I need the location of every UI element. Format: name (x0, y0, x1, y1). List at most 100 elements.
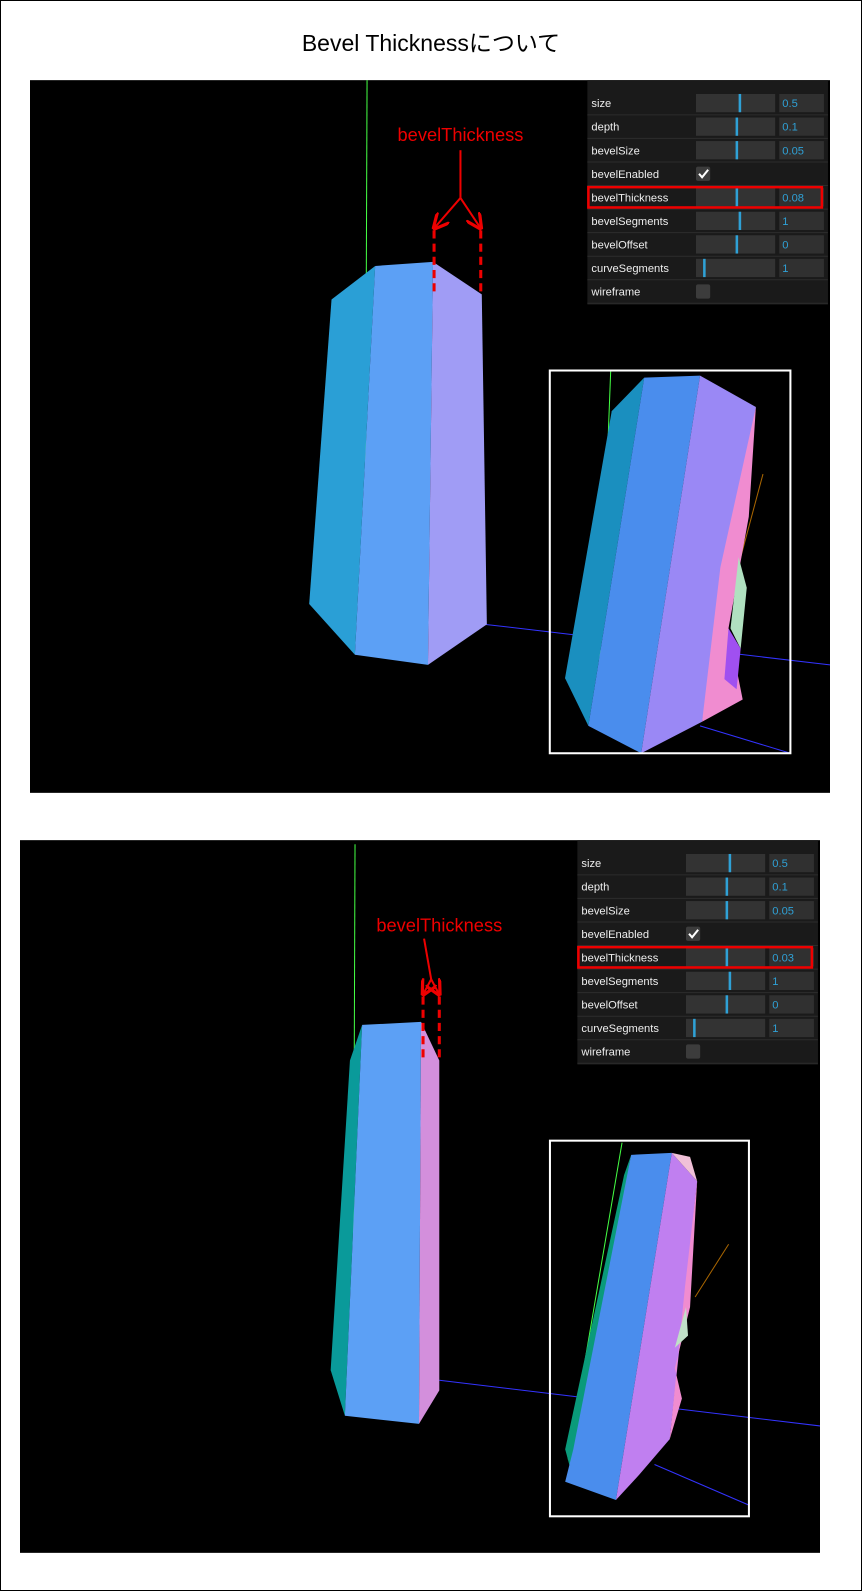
slider-knob (703, 258, 706, 278)
annotation-arrow (423, 938, 433, 980)
control-value: 1 (772, 976, 778, 988)
page-title: Bevel Thicknessについて (301, 30, 561, 56)
slider-knob (725, 877, 729, 896)
annotation-arrow (431, 979, 439, 994)
prism-face (669, 1181, 698, 1440)
control-label: depth (591, 122, 619, 134)
z-axis-line (740, 473, 764, 558)
checkmark (688, 929, 699, 939)
prism-face (565, 377, 645, 726)
control-label: bevelSegments (591, 216, 668, 228)
slider-knob (725, 901, 729, 920)
control-label: curveSegments (581, 1023, 659, 1035)
controls-panel: size 0.5 depth 0.1 bevelSize 0.05 bevelEnabled… (587, 80, 828, 305)
control-label: bevelEnabled (591, 169, 659, 181)
slider[interactable] (695, 211, 776, 231)
value-input[interactable] (779, 141, 824, 160)
control-value: 0.08 (782, 192, 804, 204)
checkbox[interactable] (685, 926, 701, 941)
control-label: bevelSegments (581, 976, 658, 988)
slider-knob (728, 853, 732, 873)
checkbox[interactable] (695, 166, 711, 181)
inset-view (548, 369, 792, 755)
value-input[interactable] (769, 877, 814, 896)
slider-knob (735, 141, 739, 160)
value-input[interactable] (769, 971, 814, 991)
value-input[interactable] (779, 93, 824, 113)
control-label: size (581, 858, 601, 870)
slider-knob (725, 948, 729, 967)
control-value: 0.5 (772, 858, 788, 870)
checkmark (698, 169, 709, 179)
control-label: bevelThickness (591, 192, 668, 204)
annotation-arrow (459, 197, 480, 228)
checkbox[interactable] (695, 284, 711, 299)
slider-knob (728, 971, 732, 991)
scene-viewport: bevelThickness size 0.5 depth 0.1 bevelSize 0… (20, 840, 820, 1553)
value-input[interactable] (769, 995, 814, 1014)
annotation-label: bevelThickness (398, 124, 524, 145)
inset-frame (548, 1139, 750, 1518)
value-input[interactable] (769, 853, 814, 873)
highlight-box (587, 185, 824, 209)
prism-face (565, 1154, 632, 1480)
control-label: bevelEnabled (581, 929, 649, 941)
control-value: 0 (782, 239, 788, 251)
control-value: 0.1 (772, 882, 788, 894)
prism-face (724, 628, 741, 690)
slider-knob (738, 211, 742, 231)
slider[interactable] (695, 93, 776, 113)
slider[interactable] (685, 971, 766, 991)
control-value: 0.05 (772, 905, 794, 917)
prism-face (588, 375, 701, 754)
control-value: 0.05 (782, 145, 804, 157)
highlight-box (577, 945, 814, 969)
control-value: 0.1 (782, 122, 798, 134)
value-input[interactable] (779, 235, 824, 254)
prism-face (330, 1024, 363, 1416)
checkbox[interactable] (685, 1044, 701, 1059)
slider[interactable] (695, 258, 776, 278)
inset-view (548, 1139, 750, 1518)
prism-face (565, 1152, 672, 1501)
value-input[interactable] (769, 948, 814, 967)
controls-panel: size 0.5 depth 0.1 bevelSize 0.05 bevelEnabled… (577, 840, 818, 1065)
value-input[interactable] (779, 117, 824, 136)
prism-face (615, 1152, 698, 1501)
scene-viewport: bevelThickness size 0.5 depth 0.1 bevelSize 0… (30, 80, 830, 793)
control-label: bevelThickness (581, 952, 658, 964)
control-value: 0.5 (782, 98, 798, 110)
slider-knob (735, 235, 739, 254)
prism-face (344, 1021, 422, 1424)
slider[interactable] (685, 853, 766, 873)
prism-face (309, 265, 376, 655)
value-input[interactable] (769, 901, 814, 920)
control-value: 0.03 (772, 952, 794, 964)
prism-face (730, 557, 747, 649)
prism-face (671, 1152, 698, 1182)
prism-face (702, 407, 756, 722)
prism-face (641, 375, 756, 754)
value-input[interactable] (779, 211, 824, 231)
slider-knob (693, 1018, 696, 1038)
value-input[interactable] (779, 258, 824, 278)
control-label: wireframe (580, 1047, 630, 1059)
control-label: curveSegments (591, 263, 669, 275)
value-input[interactable] (769, 1018, 814, 1038)
x-axis-line (654, 1464, 750, 1506)
annotation-label: bevelThickness (376, 915, 502, 936)
value-input[interactable] (779, 188, 824, 207)
control-value: 0 (772, 999, 778, 1011)
control-label: wireframe (590, 287, 640, 299)
annotation-arrow (434, 197, 462, 228)
prism-face (354, 261, 434, 665)
prism-face (427, 261, 487, 665)
inset-frame (548, 369, 792, 755)
control-value: 1 (782, 263, 788, 275)
control-label: bevelSize (591, 145, 639, 157)
control-label: bevelSize (581, 905, 629, 917)
slider[interactable] (685, 1018, 766, 1038)
slider-knob (725, 995, 729, 1014)
control-label: bevelOffset (591, 239, 648, 251)
control-value: 1 (772, 1023, 778, 1035)
